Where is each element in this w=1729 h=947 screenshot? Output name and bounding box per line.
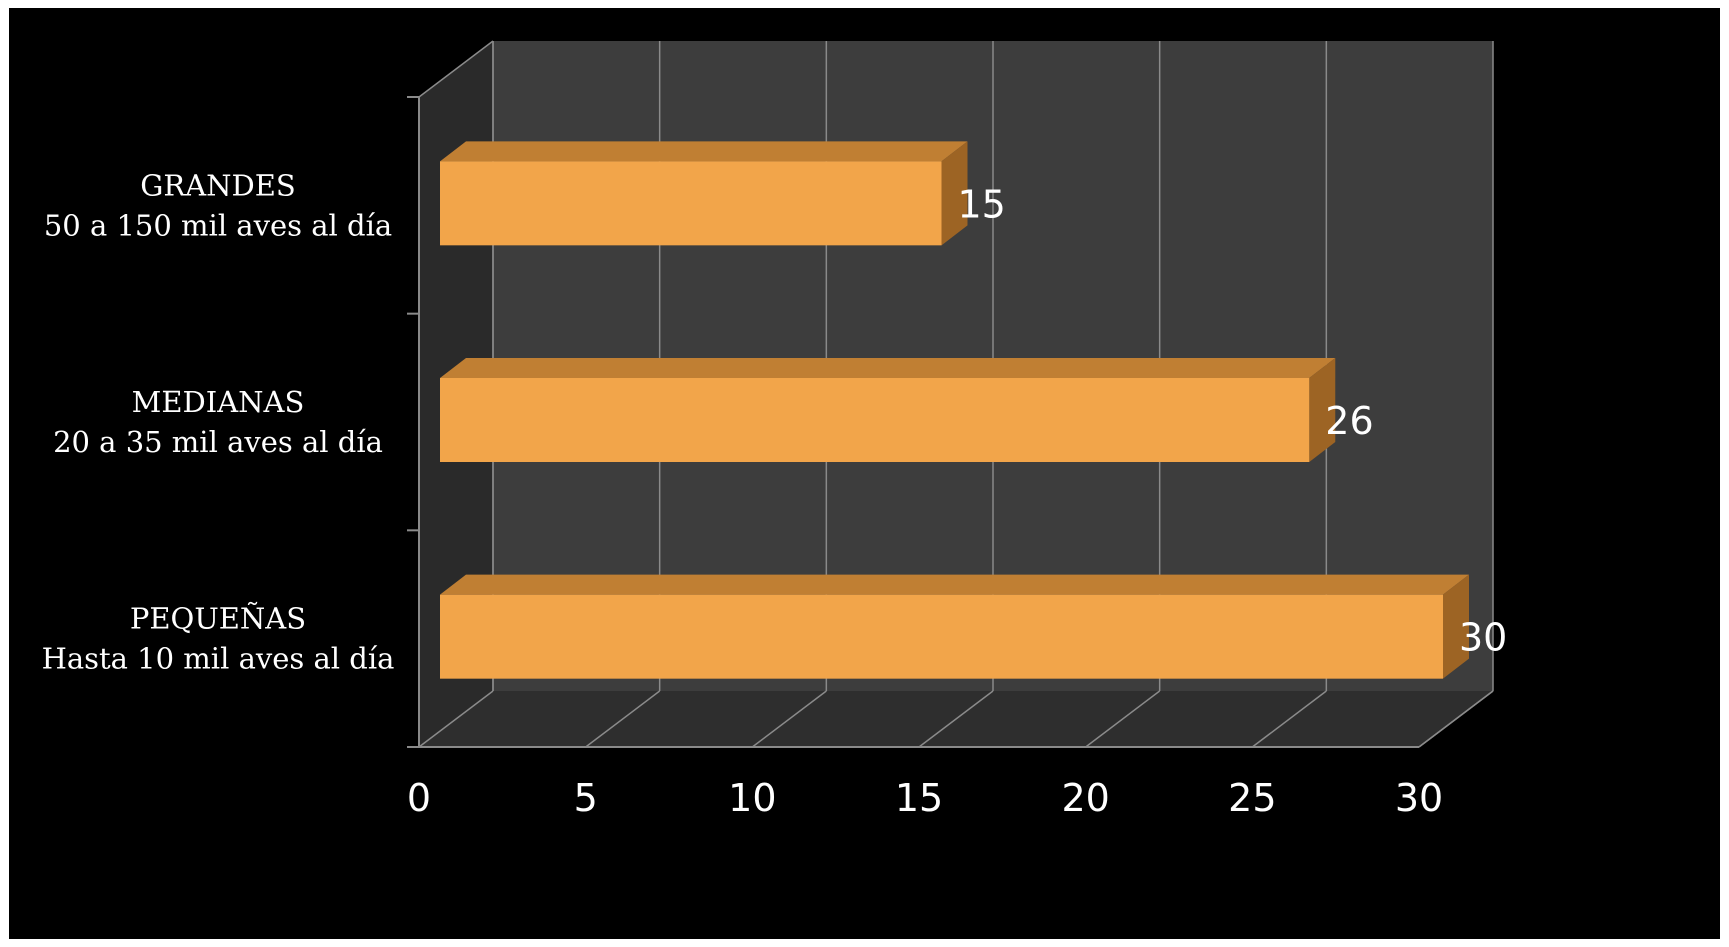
value-tick-label: 5 (574, 776, 598, 820)
bar-top-face (440, 574, 1469, 595)
category-label-subtitle: 20 a 35 mil aves al día (53, 425, 383, 459)
category-label-subtitle: 50 a 150 mil aves al día (44, 208, 392, 242)
data-label: 30 (1459, 616, 1507, 660)
floor-gridline (1085, 690, 1161, 748)
value-tick-label: 0 (407, 776, 431, 820)
value-tick-label: 20 (1061, 776, 1109, 820)
bar-front-face (440, 378, 1310, 462)
floor-gridline (918, 690, 994, 748)
bar-front-face (440, 161, 942, 246)
bar-side-face (1443, 574, 1469, 679)
bar (440, 141, 968, 246)
value-tick-label: 10 (728, 776, 776, 820)
bar (440, 574, 1469, 679)
data-label: 26 (1325, 399, 1373, 443)
category-label-subtitle: Hasta 10 mil aves al día (42, 642, 395, 676)
bar-chart: GRANDES 50 a 150 mil aves al día MEDIANAS 2… (42, 40, 1508, 820)
category-label-title: PEQUEÑAS (130, 601, 306, 636)
data-labels: 15 26 30 (958, 182, 1508, 659)
value-tick-label: 15 (895, 776, 943, 820)
floor-gridline (418, 690, 494, 748)
chart-bars (440, 141, 1469, 679)
wall-edge (1418, 690, 1494, 748)
bar-side-face (941, 141, 968, 246)
category-label-title: GRANDES (140, 168, 296, 202)
bar (440, 358, 1336, 462)
wall-edge (418, 40, 494, 98)
floor-gridline (585, 690, 661, 748)
category-label-title: MEDIANAS (132, 385, 305, 419)
floor-gridline (751, 690, 827, 748)
value-axis-tick-labels: 0 5 10 15 20 25 30 (407, 776, 1443, 820)
bar-side-face (1309, 358, 1336, 462)
bar-top-face (440, 358, 1336, 378)
category-axis (407, 96, 1419, 748)
data-label: 15 (958, 182, 1006, 226)
chart-area: GRANDES 50 a 150 mil aves al día MEDIANAS 2… (9, 8, 1720, 939)
value-tick-label: 30 (1395, 776, 1443, 820)
value-tick-label: 25 (1228, 776, 1276, 820)
bar-front-face (440, 594, 1443, 679)
floor-gridline (1251, 690, 1327, 748)
bar-top-face (440, 141, 968, 162)
category-labels: GRANDES 50 a 150 mil aves al día MEDIANAS 2… (42, 168, 395, 675)
